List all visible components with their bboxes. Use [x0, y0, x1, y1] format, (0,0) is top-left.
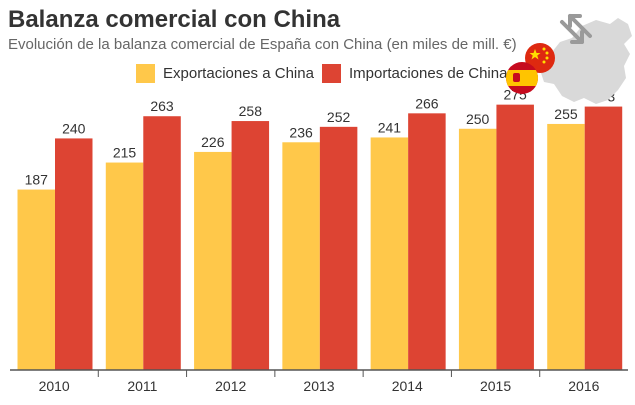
data-label-exports: 236 [289, 124, 313, 140]
data-label-imports: 252 [327, 109, 351, 125]
data-label-imports: 258 [239, 103, 263, 119]
x-tick-label: 2014 [392, 378, 423, 394]
data-label-exports: 241 [378, 119, 402, 135]
x-tick-label: 2010 [39, 378, 70, 394]
bars-layer [17, 104, 623, 371]
data-label-imports: 263 [150, 98, 174, 114]
legend-label-imports: Importaciones de China [349, 65, 508, 82]
x-tick-label: 2011 [127, 378, 157, 394]
bar-exports [458, 128, 497, 370]
x-tick-label: 2012 [215, 378, 246, 394]
bar-imports [496, 104, 534, 371]
data-label-exports: 215 [113, 145, 137, 161]
bar-exports [194, 151, 232, 370]
bar-imports [319, 126, 358, 370]
data-label-imports: 266 [415, 95, 439, 111]
data-label-exports: 187 [25, 172, 49, 188]
x-tick-label: 2016 [568, 378, 599, 394]
ticks-layer [97, 370, 541, 377]
header-illustration [506, 14, 632, 104]
bar-imports [408, 113, 446, 370]
bar-exports [370, 137, 409, 370]
legend-swatch-exports [136, 64, 155, 83]
legend-item-exports: Exportaciones a China [136, 64, 314, 83]
bar-exports [17, 189, 55, 370]
legend-swatch-imports [322, 64, 341, 83]
trade-arrows-icon [560, 14, 592, 44]
legend-item-imports: Importaciones de China [322, 64, 507, 83]
spain-flag-icon [506, 62, 538, 94]
legend-label-exports: Exportaciones a China [163, 65, 314, 82]
data-label-exports: 226 [201, 134, 225, 150]
x-tick-label: 2015 [480, 378, 511, 394]
chart-title: Balanza comercial con China [8, 6, 341, 33]
bar-imports [143, 116, 181, 370]
data-label-exports: 255 [554, 106, 578, 122]
china-flag-icon [525, 43, 555, 73]
bar-imports [231, 121, 270, 370]
chart-subtitle: Evolución de la balanza comercial de Esp… [8, 36, 517, 53]
china-map-icon [540, 18, 632, 104]
data-label-imports: 240 [62, 120, 86, 136]
data-label-exports: 250 [466, 111, 490, 127]
x-tick-label: 2013 [303, 378, 334, 394]
bar-exports [105, 162, 144, 370]
bar-exports [547, 123, 585, 371]
bar-imports [584, 106, 623, 370]
bar-exports [282, 142, 320, 370]
bar-imports [55, 138, 93, 370]
